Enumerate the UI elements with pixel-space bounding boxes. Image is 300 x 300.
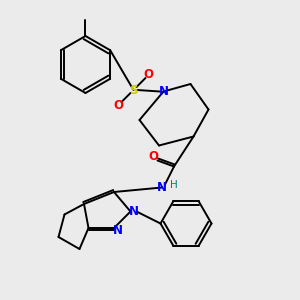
Text: N: N bbox=[157, 181, 167, 194]
Text: N: N bbox=[129, 205, 139, 218]
Text: O: O bbox=[113, 99, 124, 112]
Text: H: H bbox=[169, 180, 177, 190]
Text: O: O bbox=[143, 68, 154, 81]
Text: N: N bbox=[112, 224, 123, 237]
Text: O: O bbox=[148, 149, 158, 163]
Text: S: S bbox=[129, 83, 138, 97]
Text: N: N bbox=[158, 85, 169, 98]
